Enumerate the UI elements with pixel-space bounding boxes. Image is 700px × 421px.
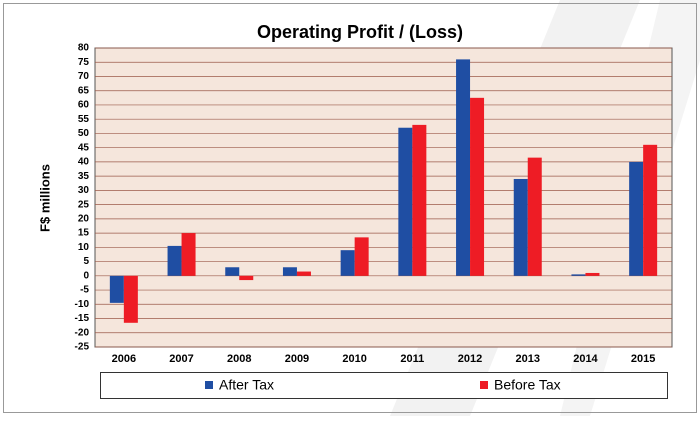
bar — [456, 59, 471, 276]
chart-title: Operating Profit / (Loss) — [257, 22, 463, 42]
x-tick-label: 2009 — [285, 353, 309, 365]
bar — [585, 272, 600, 276]
y-tick-label: -20 — [75, 327, 90, 338]
y-tick-label: 70 — [78, 71, 90, 82]
y-tick-label: -5 — [80, 285, 89, 296]
bar — [571, 274, 586, 276]
bar — [527, 157, 542, 276]
y-tick-label: 0 — [83, 270, 89, 281]
x-tick-label: 2007 — [169, 353, 193, 365]
x-tick-label: 2015 — [631, 353, 655, 365]
y-tick-label: 20 — [78, 213, 90, 224]
legend-box — [100, 372, 668, 399]
legend-label: Before Tax — [494, 377, 561, 393]
x-tick-label: 2014 — [573, 353, 598, 365]
x-tick-label: 2006 — [112, 353, 136, 365]
x-tick-label: 2013 — [516, 353, 540, 365]
y-tick-label: -15 — [75, 313, 90, 324]
bar — [282, 267, 297, 276]
x-tick-label: 2008 — [227, 353, 251, 365]
x-tick-label: 2010 — [342, 353, 366, 365]
bar — [354, 237, 369, 276]
bar — [412, 124, 427, 276]
chart-border — [3, 3, 697, 413]
y-tick-label: 5 — [83, 256, 89, 267]
y-tick-label: 25 — [78, 199, 90, 210]
bar — [109, 275, 124, 303]
bar — [239, 275, 254, 281]
legend-label: After Tax — [219, 377, 274, 393]
bar — [470, 97, 485, 276]
y-tick-label: 45 — [78, 142, 90, 153]
y-tick-label: 35 — [78, 171, 90, 182]
bar — [181, 233, 196, 276]
y-tick-label: 60 — [78, 100, 90, 111]
y-tick-label: 75 — [78, 57, 90, 68]
y-tick-label: 40 — [78, 157, 90, 168]
legend-swatch — [205, 381, 213, 389]
y-tick-label: 50 — [78, 128, 90, 139]
y-tick-label: 80 — [78, 43, 90, 54]
x-tick-label: 2011 — [400, 353, 424, 365]
bar — [296, 271, 311, 276]
bar — [225, 267, 240, 276]
bar — [643, 144, 658, 276]
bar — [123, 275, 138, 323]
x-tick-label: 2012 — [458, 353, 482, 365]
y-tick-label: 65 — [78, 85, 90, 96]
y-tick-label: -10 — [75, 299, 90, 310]
y-tick-label: 15 — [78, 228, 90, 239]
plot-area — [94, 47, 673, 348]
bar — [629, 161, 644, 276]
y-tick-label: 10 — [78, 242, 90, 253]
bar — [513, 178, 528, 276]
y-axis-label: F$ millions — [37, 164, 52, 232]
y-tick-label: -25 — [75, 342, 90, 353]
y-tick-label: 30 — [78, 185, 90, 196]
bar — [340, 250, 355, 276]
bar — [167, 245, 182, 276]
y-tick-label: 55 — [78, 114, 90, 125]
legend-swatch — [480, 381, 488, 389]
bar — [398, 127, 413, 276]
